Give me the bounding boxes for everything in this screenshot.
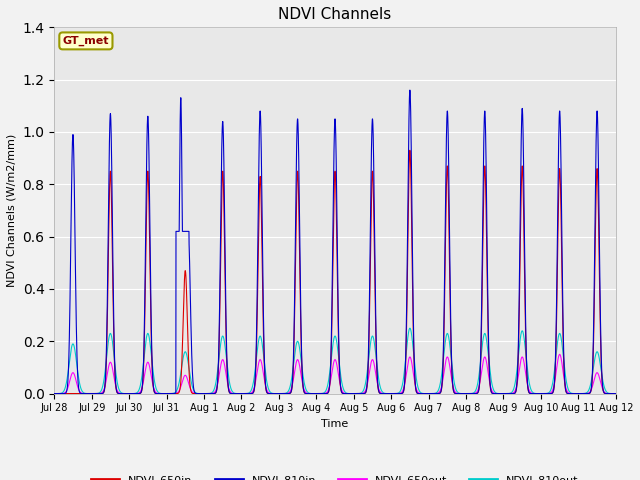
X-axis label: Time: Time [321, 419, 349, 429]
Y-axis label: NDVI Channels (W/m2/mm): NDVI Channels (W/m2/mm) [7, 134, 17, 287]
Text: GT_met: GT_met [63, 36, 109, 46]
Legend: NDVI_650in, NDVI_810in, NDVI_650out, NDVI_810out: NDVI_650in, NDVI_810in, NDVI_650out, NDV… [87, 471, 583, 480]
Title: NDVI Channels: NDVI Channels [278, 7, 392, 22]
